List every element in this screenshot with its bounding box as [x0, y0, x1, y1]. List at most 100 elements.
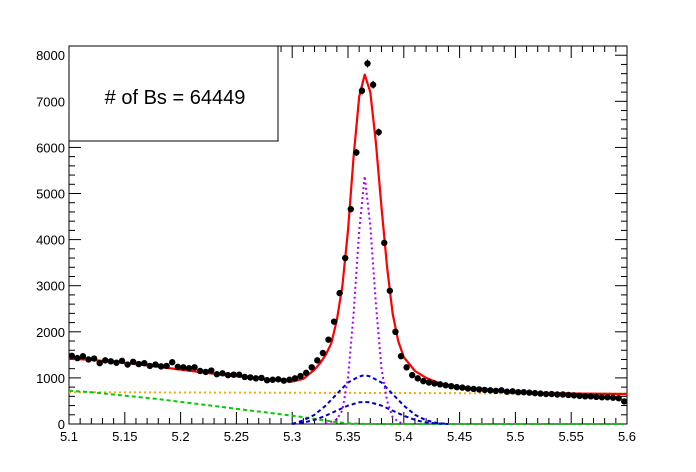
- data-point: [169, 359, 176, 366]
- data-point: [224, 371, 232, 379]
- data-point: [526, 389, 533, 396]
- data-point: [252, 375, 260, 382]
- data-point: [509, 388, 516, 395]
- data-points: [68, 59, 628, 405]
- data-point: [314, 357, 321, 364]
- data-point: [403, 364, 410, 371]
- data-point: [297, 372, 304, 380]
- data-point: [453, 383, 461, 391]
- data-point: [570, 392, 578, 399]
- data-point: [280, 377, 288, 384]
- data-point: [163, 362, 170, 370]
- data-point: [475, 386, 483, 393]
- data-point: [269, 376, 276, 383]
- data-point: [609, 394, 617, 401]
- data-point: [286, 376, 293, 383]
- data-point: [548, 390, 555, 398]
- y-tick-label: 2000: [36, 325, 65, 340]
- x-tick-label: 5.4: [395, 429, 413, 444]
- data-point: [85, 356, 92, 363]
- data-point: [487, 387, 494, 394]
- data-point: [146, 362, 154, 370]
- data-point: [247, 374, 254, 381]
- data-point: [621, 398, 628, 405]
- data-point: [431, 380, 438, 387]
- data-point: [420, 377, 427, 385]
- data-point: [537, 390, 544, 397]
- x-tick-label: 5.5: [506, 429, 524, 444]
- data-point: [191, 364, 198, 371]
- data-point: [593, 393, 600, 401]
- y-tick-label: 0: [58, 417, 65, 432]
- data-point: [347, 205, 354, 213]
- data-point: [353, 149, 360, 156]
- y-axis: 0 1000 2000 3000 4000 5000 6000 7000 8000: [36, 45, 627, 432]
- data-point: [358, 87, 366, 94]
- data-point: [565, 391, 572, 399]
- data-point: [118, 357, 126, 365]
- data-point: [397, 353, 405, 360]
- data-point: [157, 363, 165, 370]
- y-tick-label: 7000: [36, 94, 65, 109]
- data-point: [581, 393, 589, 400]
- y-tick-label: 6000: [36, 140, 65, 155]
- data-point: [542, 390, 550, 398]
- data-point: [520, 388, 527, 396]
- data-point: [141, 359, 148, 367]
- data-point: [459, 384, 466, 391]
- x-tick-label: 5.2: [172, 429, 190, 444]
- y-tick-label: 8000: [36, 48, 65, 63]
- data-point: [408, 371, 416, 379]
- x-tick-label: 5.3: [283, 429, 301, 444]
- data-point: [319, 349, 327, 357]
- data-point: [68, 352, 75, 359]
- data-point: [514, 388, 522, 396]
- data-point: [325, 336, 332, 343]
- x-tick-label: 5.6: [618, 429, 636, 444]
- data-point: [129, 358, 137, 365]
- data-point: [503, 388, 511, 395]
- data-point: [107, 358, 115, 365]
- data-point: [258, 374, 265, 382]
- data-point: [364, 60, 371, 67]
- data-point: [414, 375, 421, 382]
- data-point: [241, 373, 248, 381]
- legend-annotation: # of Bs = 64449: [105, 87, 246, 109]
- legend-box: # of Bs = 64449: [68, 45, 279, 142]
- data-point: [448, 383, 455, 390]
- data-point: [79, 353, 87, 360]
- data-point: [275, 376, 282, 383]
- data-point: [425, 379, 433, 386]
- x-tick-label: 5.45: [447, 429, 472, 444]
- data-point: [174, 363, 182, 371]
- data-point: [598, 394, 606, 401]
- data-point: [202, 368, 209, 376]
- data-point: [185, 365, 193, 372]
- data-point: [436, 381, 444, 388]
- y-tick-label: 3000: [36, 279, 65, 294]
- data-point: [336, 289, 343, 297]
- data-point: [386, 287, 394, 294]
- data-point: [615, 394, 622, 402]
- data-point: [576, 392, 583, 400]
- y-tick-label: 4000: [36, 233, 65, 248]
- data-point: [230, 371, 237, 378]
- data-point: [235, 371, 243, 378]
- x-tick-label: 5.55: [559, 429, 584, 444]
- data-point: [102, 357, 109, 364]
- x-tick-label: 5.25: [224, 429, 249, 444]
- data-point: [124, 361, 131, 368]
- data-point: [587, 393, 594, 400]
- data-point: [375, 129, 382, 136]
- data-point: [219, 370, 226, 377]
- curve-signal-wide-2: [292, 400, 449, 425]
- data-point: [492, 387, 500, 395]
- data-point: [470, 385, 477, 393]
- data-point: [152, 361, 159, 368]
- data-point: [180, 364, 187, 371]
- data-point: [196, 367, 204, 375]
- data-point: [291, 375, 299, 382]
- data-point: [74, 354, 81, 362]
- data-point: [442, 382, 449, 389]
- data-point: [330, 318, 338, 325]
